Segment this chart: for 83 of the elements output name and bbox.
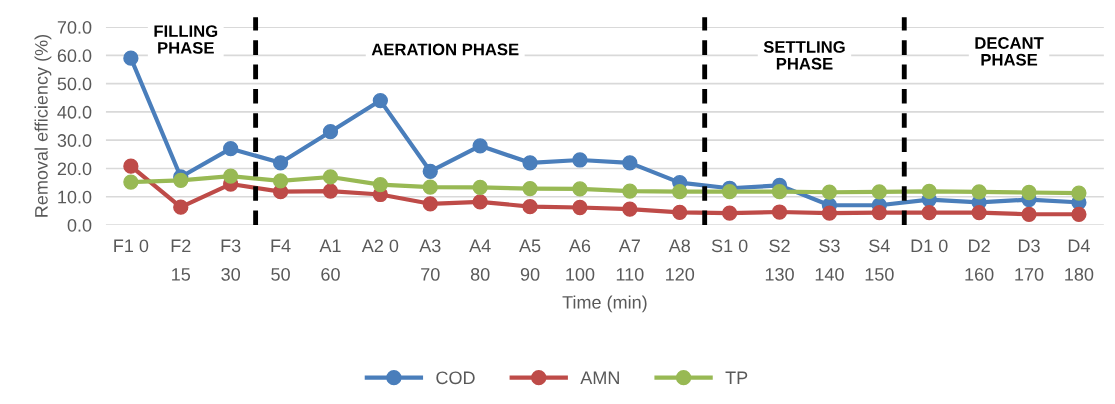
x-tick-label: D3 170	[1015, 239, 1044, 281]
x-tick-label: F1 0	[114, 239, 149, 253]
x-tick-label: S2 130	[765, 239, 794, 281]
legend-label: TP	[725, 371, 748, 384]
x-tick-label: F2 15	[171, 239, 191, 281]
point	[123, 50, 139, 66]
x-tick-label: A4 80	[469, 239, 491, 281]
x-tick-label: A3 70	[419, 239, 441, 281]
point	[871, 184, 887, 200]
point	[522, 155, 538, 171]
x-tick-label: A1 60	[319, 239, 341, 281]
point	[223, 168, 239, 184]
point	[572, 152, 588, 168]
point	[272, 155, 289, 171]
point	[771, 184, 788, 200]
point	[472, 179, 488, 196]
x-tick-label: F4 50	[271, 239, 291, 281]
y-tick-label: 50.0	[57, 77, 92, 91]
point	[522, 180, 538, 197]
point	[123, 158, 139, 174]
point	[173, 199, 189, 215]
annotation: SETTLING PHASE	[763, 41, 845, 70]
point	[322, 169, 339, 185]
point	[572, 181, 588, 197]
x-axis-title: Time (min)	[562, 295, 647, 313]
point	[123, 174, 139, 190]
point	[771, 204, 788, 220]
point	[622, 155, 638, 171]
annotation: DECANT PHASE	[975, 37, 1044, 66]
point	[472, 138, 488, 154]
point	[721, 184, 738, 200]
point	[322, 183, 339, 199]
point	[721, 205, 738, 221]
point	[821, 184, 838, 200]
x-tick-label: D1 0	[911, 239, 948, 253]
annotation: AERATION PHASE	[371, 43, 519, 56]
x-tick-label: A2 0	[361, 239, 399, 253]
y-tick-label: 0.0	[67, 218, 92, 232]
y-tick-label: 20.0	[57, 162, 92, 176]
y-tick-label: 70.0	[57, 21, 92, 34]
point	[971, 204, 987, 221]
legend-label: AMN	[580, 371, 619, 384]
x-tick-label: A5 90	[519, 239, 541, 281]
x-tick-label: D2 160	[965, 239, 994, 281]
point	[372, 176, 388, 193]
point	[522, 199, 538, 215]
y-tick-label: 60.0	[57, 49, 92, 63]
point	[422, 179, 438, 195]
point	[1071, 185, 1087, 201]
y-tick-label: 40.0	[57, 105, 92, 119]
x-tick-label: A7 110	[616, 239, 644, 281]
point	[472, 194, 488, 210]
point	[422, 163, 438, 179]
x-tick-label: F3 30	[221, 239, 241, 281]
point	[1071, 206, 1087, 222]
point	[821, 205, 838, 221]
point	[372, 92, 388, 109]
point	[1021, 206, 1037, 222]
point	[1021, 184, 1037, 201]
point	[322, 124, 339, 140]
point	[971, 184, 987, 200]
x-tick-label: A6 100	[566, 239, 595, 281]
point	[572, 199, 588, 216]
point	[422, 196, 438, 212]
y-tick-label: 10.0	[58, 190, 92, 204]
x-tick-label: S3 140	[815, 239, 844, 281]
point	[672, 204, 688, 220]
point	[921, 183, 937, 200]
point	[622, 183, 638, 199]
point	[622, 201, 638, 217]
x-tick-label: S4 150	[865, 239, 894, 281]
point	[223, 141, 239, 157]
annotation: FILLING PHASE	[154, 25, 218, 54]
x-tick-label: A8 120	[666, 239, 695, 281]
point	[272, 173, 289, 189]
point	[871, 204, 887, 221]
legend-label: COD	[436, 371, 475, 385]
x-tick-label: S1 0	[711, 239, 748, 253]
point	[921, 204, 937, 221]
y-tick-label: 30.0	[57, 134, 92, 147]
x-tick-label: D4 180	[1065, 239, 1094, 281]
y-axis-title: Removal efficiency (%)	[34, 35, 52, 217]
point	[672, 184, 688, 200]
